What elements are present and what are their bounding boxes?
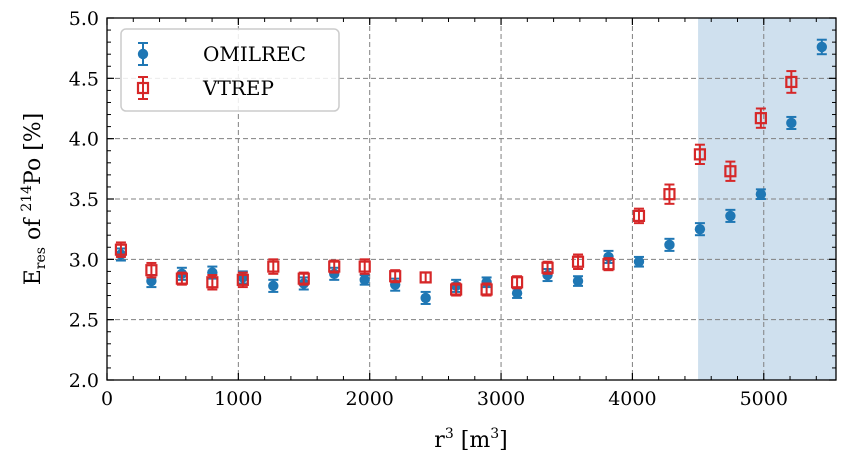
data-point (510, 276, 524, 289)
data-point (419, 271, 432, 284)
data-point (358, 260, 371, 273)
data-point (816, 41, 828, 53)
data-point (359, 274, 370, 286)
x-axis-label: r3 [m3] (434, 426, 507, 453)
x-tick-label: 5000 (740, 388, 788, 410)
data-point (114, 243, 128, 256)
legend-label: OMILREC (203, 42, 306, 66)
y-tick-label: 3.5 (69, 189, 99, 211)
data-point (785, 75, 798, 89)
data-point (511, 287, 523, 299)
data-point (236, 273, 249, 286)
y-tick-label: 2.5 (69, 310, 99, 332)
data-point (754, 112, 767, 125)
y-axis-label: Eres of 214Po [%] (19, 113, 49, 286)
legend-marker (137, 48, 149, 60)
data-point (724, 165, 737, 178)
data-point (450, 283, 463, 296)
data-point (145, 264, 158, 277)
y-tick-label: 2.0 (69, 370, 99, 392)
legend-marker (136, 81, 150, 95)
data-point (572, 275, 584, 287)
x-tick-label: 1000 (214, 388, 262, 410)
x-tick-label: 3000 (477, 388, 525, 410)
data-point (664, 239, 675, 251)
data-point (328, 260, 341, 273)
data-point (420, 292, 431, 304)
data-point (694, 223, 706, 235)
data-point (632, 209, 646, 222)
data-point (267, 260, 280, 273)
data-point (755, 188, 767, 200)
x-tick-label: 2000 (346, 388, 394, 410)
y-tick-label: 3.0 (69, 249, 99, 271)
data-point (541, 261, 554, 274)
y-tick-label: 4.5 (69, 68, 99, 90)
data-point (663, 188, 676, 201)
data-point (571, 255, 585, 268)
data-point (297, 272, 310, 285)
y-tick-label: 5.0 (69, 8, 99, 30)
data-point (175, 272, 188, 285)
data-point (146, 275, 157, 287)
series-vtrep (114, 70, 798, 297)
x-tick-label: 4000 (608, 388, 656, 410)
x-tick-label: 0 (101, 388, 113, 410)
data-point (389, 270, 402, 283)
data-point (602, 258, 615, 271)
data-point (693, 148, 707, 161)
data-point (480, 283, 493, 296)
data-point (268, 280, 279, 292)
legend: OMILREC VTREP (120, 28, 340, 112)
y-tick-label: 4.0 (69, 129, 99, 151)
legend-label: VTREP (202, 76, 274, 100)
data-point (633, 256, 645, 267)
data-point (786, 117, 797, 129)
data-point (725, 210, 736, 222)
data-point (206, 276, 219, 289)
